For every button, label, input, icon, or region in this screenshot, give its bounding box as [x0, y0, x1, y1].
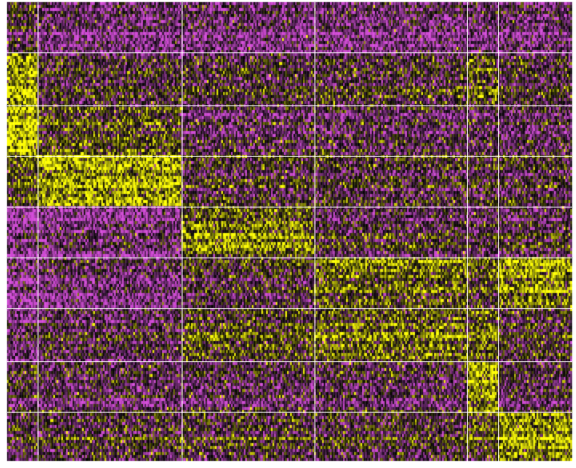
heatmap-chart [0, 0, 576, 468]
heatmap-cells [0, 0, 576, 468]
group-separators [0, 0, 576, 468]
